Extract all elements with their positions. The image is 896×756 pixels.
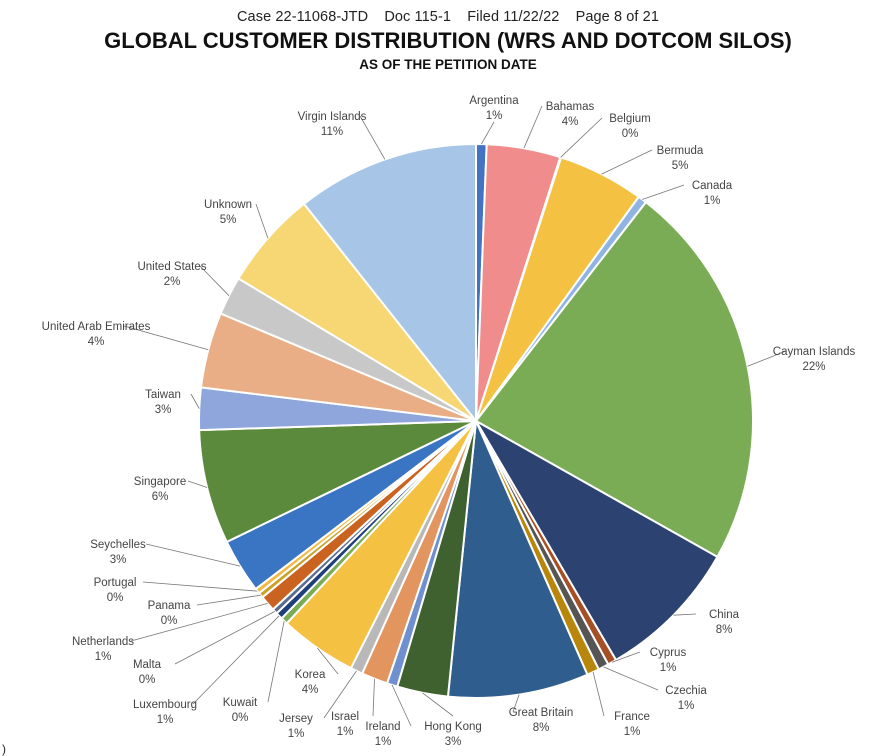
leader-line-france: [592, 671, 605, 717]
slice-label-portugal: Portugal 0%: [94, 577, 137, 604]
page-number: Page 8 of 21: [575, 9, 659, 25]
pie-slice-cayman-islands: [474, 200, 754, 559]
slice-label-ireland: Ireland 1%: [365, 721, 400, 748]
slice-label-bahamas: Bahamas 4%: [546, 101, 595, 128]
slice-label-netherlands: Netherlands 1%: [72, 636, 134, 663]
slice-label-kuwait: Kuwait 0%: [223, 697, 258, 724]
pie-slice-singapore: [198, 420, 477, 544]
case-number: Case 22-11068-JTD: [236, 9, 369, 25]
leader-line-belgium: [560, 117, 603, 158]
slice-label-panama: Panama 0%: [148, 600, 191, 627]
leader-line-portugal: [142, 581, 258, 592]
leader-line-panama: [196, 594, 261, 606]
leader-line-china: [673, 613, 697, 616]
leader-line-unknown: [255, 203, 269, 239]
pie-slice-virgin-islands: [302, 142, 477, 424]
leader-line-singapore: [187, 480, 208, 488]
leader-line-argentina: [481, 121, 495, 145]
pie-slices: [198, 142, 754, 699]
leader-line-israel: [372, 678, 375, 717]
slice-label-czechia: Czechia 1%: [665, 685, 707, 712]
leader-line-ireland: [391, 684, 412, 727]
slice-labels: Argentina 1% Bahamas 4% Belgium 0%Bermuda 5% Ca…: [42, 95, 856, 748]
slice-label-malta: Malta 0%: [133, 659, 162, 686]
leader-line-united-arab-emirates: [123, 325, 209, 351]
slice-label-virgin-islands: Virgin Islands 11%: [298, 111, 367, 138]
leader-line-bahamas: [523, 105, 543, 149]
leader-line-jersey: [323, 670, 357, 719]
document-header: Case 22-11068-JTD Doc 115-1 Filed 11/22/…: [0, 9, 896, 25]
slice-label-luxembourg: Luxembourg 1%: [133, 699, 197, 726]
leader-line-virgin-islands: [359, 115, 386, 160]
chart-title: GLOBAL CUSTOMER DISTRIBUTION (WRS AND DO…: [104, 28, 792, 53]
slice-label-singapore: Singapore 6%: [134, 476, 186, 503]
leader-line-kuwait: [267, 620, 285, 703]
slice-label-bermuda: Bermuda 5%: [657, 145, 704, 172]
slice-label-cayman-islands: Cayman Islands 22%: [773, 346, 856, 373]
page-corner-mark: ): [2, 742, 6, 756]
leader-lines: [123, 105, 787, 727]
leader-line-canada: [642, 184, 685, 200]
slice-label-argentina: Argentina 1%: [469, 95, 519, 122]
leader-line-bermuda: [601, 149, 653, 175]
doc-number: Doc 115-1: [384, 9, 452, 25]
leader-line-luxembourg: [192, 615, 280, 705]
slice-label-hong-kong: Hong Kong 3%: [424, 721, 482, 748]
leader-line-great-britain: [512, 694, 520, 713]
leader-line-malta: [174, 611, 275, 665]
slice-label-korea: Korea 4%: [295, 669, 326, 696]
slice-label-belgium: Belgium 0%: [609, 113, 651, 140]
slice-label-cyprus: Cyprus 1%: [650, 647, 687, 674]
leader-line-hong-kong: [422, 692, 454, 717]
leader-line-netherlands: [130, 603, 268, 642]
slice-label-israel: Israel 1%: [331, 711, 359, 738]
pie-slice-great-britain: [446, 417, 589, 699]
slice-label-united-arab-emirates: United Arab Emirates 4%: [42, 321, 151, 348]
slice-label-jersey: Jersey 1%: [279, 713, 313, 740]
leader-line-united-states: [199, 265, 230, 296]
slice-label-seychelles: Seychelles 3%: [90, 539, 146, 566]
filed-date: Filed 11/22/22: [467, 9, 560, 25]
leader-line-czechia: [603, 666, 659, 691]
slice-label-china: China 8%: [709, 609, 740, 636]
leader-line-korea: [316, 647, 339, 675]
chart-subtitle: AS OF THE PETITION DATE: [359, 57, 537, 72]
leader-line-cyprus: [611, 651, 641, 663]
slice-label-united-states: United States 2%: [137, 261, 206, 288]
slice-label-taiwan: Taiwan 3%: [145, 389, 181, 416]
slice-label-canada: Canada 1%: [692, 180, 733, 207]
pie-slice-china: [473, 418, 719, 662]
slice-label-unknown: Unknown 5%: [204, 199, 252, 226]
leader-line-cayman-islands: [747, 350, 787, 367]
leader-line-seychelles: [145, 543, 241, 567]
slice-label-great-britain: Great Britain 8%: [509, 707, 574, 734]
leader-line-taiwan: [190, 393, 200, 409]
slice-label-france: France 1%: [614, 711, 650, 738]
